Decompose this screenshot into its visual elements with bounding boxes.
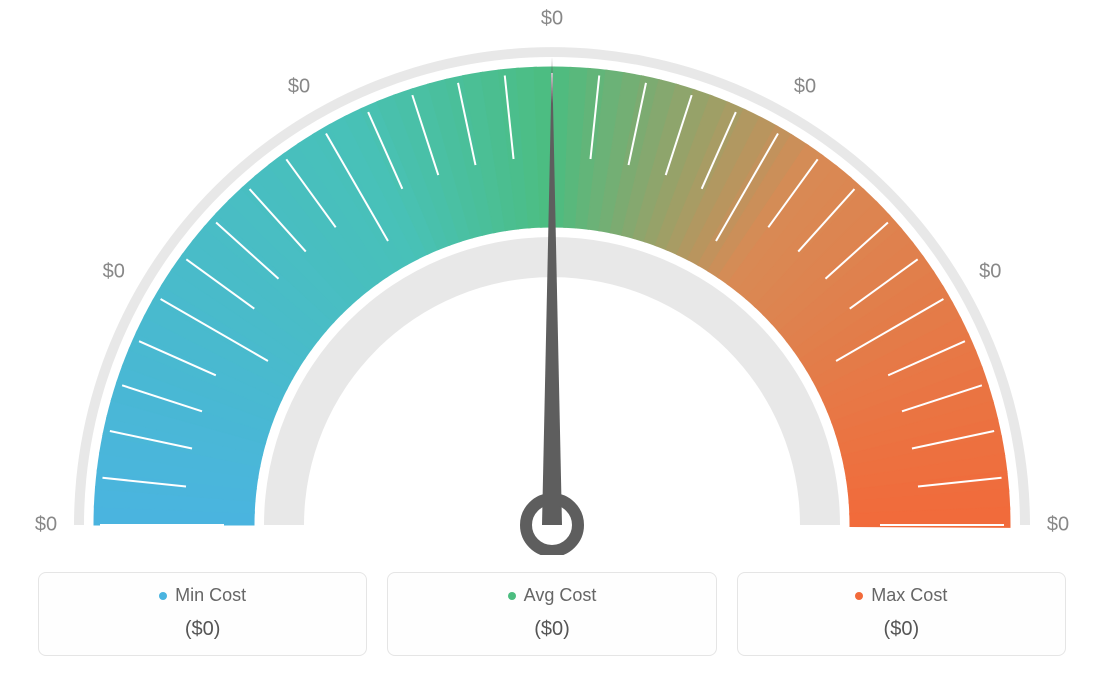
legend-title-avg: Avg Cost — [388, 585, 715, 606]
legend-label-max: Max Cost — [871, 585, 947, 606]
tick-label: $0 — [794, 75, 816, 98]
legend-dot-avg — [508, 592, 516, 600]
tick-label: $0 — [979, 261, 1001, 284]
gauge-svg — [0, 0, 1104, 555]
legend-card-avg: Avg Cost ($0) — [387, 572, 716, 656]
legend-row: Min Cost ($0) Avg Cost ($0) Max Cost ($0… — [38, 572, 1066, 656]
legend-card-min: Min Cost ($0) — [38, 572, 367, 656]
cost-gauge-container: $0 $0 $0 $0 $0 $0 $0 Min Cost ($0) Avg Cost ($… — [0, 0, 1104, 690]
tick-label: $0 — [541, 8, 563, 31]
legend-dot-max — [855, 592, 863, 600]
legend-title-max: Max Cost — [738, 585, 1065, 606]
legend-label-avg: Avg Cost — [524, 585, 597, 606]
tick-label: $0 — [288, 75, 310, 98]
tick-label: $0 — [1047, 514, 1069, 537]
legend-dot-min — [159, 592, 167, 600]
legend-value-avg: ($0) — [388, 618, 715, 641]
gauge-chart: $0 $0 $0 $0 $0 $0 $0 — [0, 0, 1104, 555]
legend-value-max: ($0) — [738, 618, 1065, 641]
legend-label-min: Min Cost — [175, 585, 246, 606]
tick-label: $0 — [103, 261, 125, 284]
tick-label: $0 — [35, 514, 57, 537]
legend-card-max: Max Cost ($0) — [737, 572, 1066, 656]
legend-value-min: ($0) — [39, 618, 366, 641]
legend-title-min: Min Cost — [39, 585, 366, 606]
